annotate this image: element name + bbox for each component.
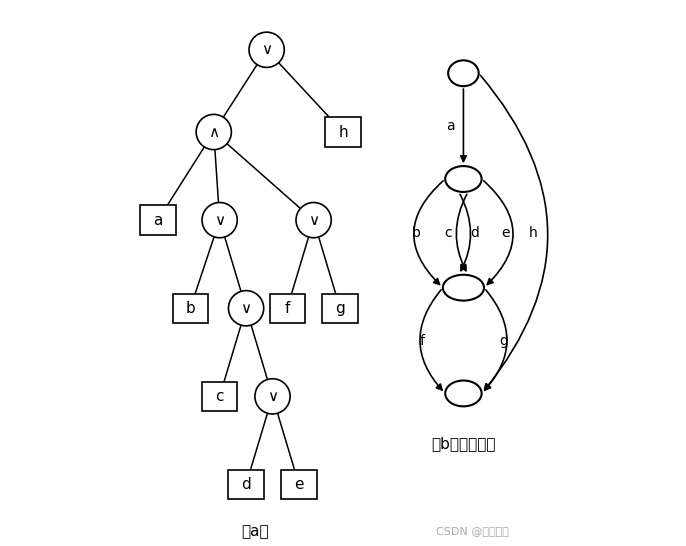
Text: b: b bbox=[412, 227, 421, 240]
Text: c: c bbox=[215, 389, 224, 404]
Circle shape bbox=[255, 379, 290, 414]
Text: （b）控制流图: （b）控制流图 bbox=[431, 436, 496, 451]
Text: ∧: ∧ bbox=[208, 124, 220, 140]
Circle shape bbox=[202, 203, 237, 238]
Text: h: h bbox=[528, 227, 537, 240]
Text: （a）: （a） bbox=[241, 524, 269, 539]
Text: ∨: ∨ bbox=[241, 301, 252, 316]
FancyBboxPatch shape bbox=[322, 294, 357, 323]
FancyBboxPatch shape bbox=[141, 205, 176, 235]
Text: d: d bbox=[241, 477, 251, 492]
Text: a: a bbox=[153, 212, 163, 228]
Text: ∨: ∨ bbox=[214, 212, 225, 228]
Ellipse shape bbox=[445, 381, 482, 406]
FancyBboxPatch shape bbox=[202, 382, 237, 411]
FancyBboxPatch shape bbox=[228, 470, 263, 499]
Circle shape bbox=[249, 32, 284, 67]
FancyBboxPatch shape bbox=[281, 470, 316, 499]
Text: g: g bbox=[499, 334, 508, 348]
Text: ∨: ∨ bbox=[261, 42, 272, 57]
Text: e: e bbox=[501, 227, 510, 240]
Text: a: a bbox=[446, 119, 455, 133]
Text: h: h bbox=[338, 124, 348, 140]
FancyBboxPatch shape bbox=[270, 294, 305, 323]
Circle shape bbox=[296, 203, 331, 238]
FancyBboxPatch shape bbox=[173, 294, 208, 323]
Ellipse shape bbox=[445, 166, 482, 192]
Text: e: e bbox=[294, 477, 304, 492]
Text: ∨: ∨ bbox=[267, 389, 278, 404]
Text: f: f bbox=[285, 301, 290, 316]
Text: b: b bbox=[185, 301, 195, 316]
Text: g: g bbox=[335, 301, 345, 316]
Ellipse shape bbox=[443, 275, 484, 301]
Text: c: c bbox=[445, 227, 452, 240]
Text: CSDN @櫻岛の鴥: CSDN @櫻岛の鴥 bbox=[436, 526, 509, 537]
Circle shape bbox=[228, 290, 263, 326]
Ellipse shape bbox=[448, 61, 479, 86]
Text: d: d bbox=[471, 227, 480, 240]
Circle shape bbox=[196, 115, 231, 150]
Text: ∨: ∨ bbox=[308, 212, 319, 228]
FancyBboxPatch shape bbox=[325, 117, 361, 147]
Text: f: f bbox=[420, 334, 425, 348]
